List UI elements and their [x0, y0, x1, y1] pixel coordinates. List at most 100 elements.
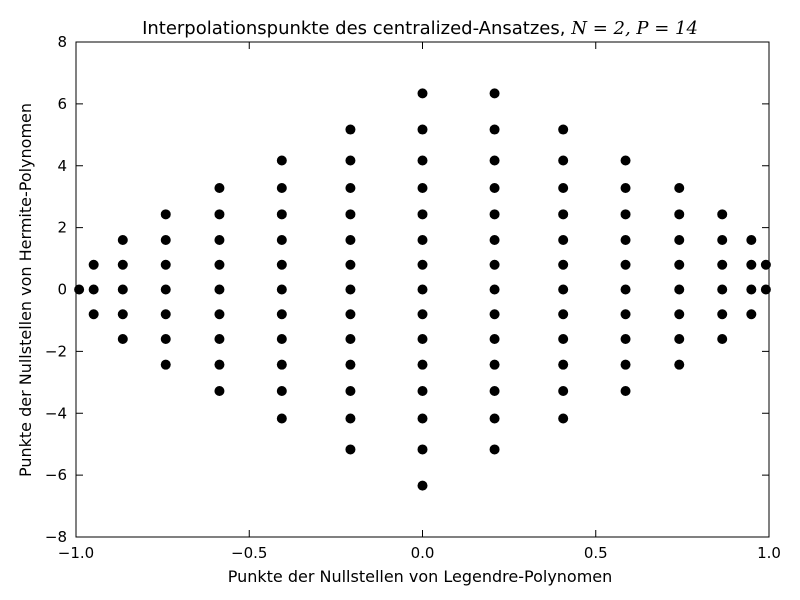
chart-title-math: N = 2, P = 14 — [570, 18, 698, 39]
data-point — [746, 259, 757, 270]
y-axis-label: Punkte der Nullstellen von Hermite-Polyn… — [16, 103, 35, 477]
data-point — [558, 259, 569, 270]
data-point — [117, 235, 128, 245]
data-point — [489, 259, 500, 270]
data-point — [620, 155, 631, 166]
data-point — [214, 385, 225, 396]
data-point — [276, 155, 287, 166]
data-point — [417, 413, 428, 424]
data-point — [558, 309, 569, 320]
x-tick-label: 1.0 — [757, 544, 781, 562]
data-point — [345, 235, 356, 245]
data-point — [214, 235, 225, 245]
x-tick-label: 0.5 — [584, 544, 608, 562]
data-point — [160, 259, 171, 270]
y-tick-label: −8 — [45, 528, 67, 546]
data-point — [88, 284, 99, 295]
data-point — [489, 385, 500, 396]
data-point — [345, 183, 356, 194]
data-point — [558, 209, 569, 220]
y-tick-label: 6 — [57, 95, 67, 113]
data-point — [276, 385, 287, 396]
data-point — [276, 309, 287, 320]
data-point — [417, 259, 428, 270]
data-point — [760, 259, 771, 270]
data-point — [417, 444, 428, 455]
data-point — [717, 284, 728, 295]
data-point — [214, 284, 225, 295]
data-point — [417, 155, 428, 166]
x-tick-label: −1.0 — [58, 544, 94, 562]
chart-title: Interpolationspunkte des centralized-Ans… — [142, 18, 698, 39]
y-tick-label: −6 — [45, 466, 67, 484]
data-point — [276, 209, 287, 220]
data-point — [489, 413, 500, 424]
data-point — [674, 309, 685, 320]
data-point — [489, 183, 500, 194]
data-point — [746, 235, 757, 245]
data-point — [620, 309, 631, 320]
data-point — [276, 359, 287, 370]
data-point — [345, 309, 356, 320]
data-point — [214, 209, 225, 220]
data-point — [117, 334, 128, 344]
data-point — [489, 444, 500, 455]
data-point — [117, 284, 128, 295]
data-point — [489, 334, 500, 344]
data-point — [674, 235, 685, 245]
data-point — [558, 183, 569, 194]
data-point — [276, 413, 287, 424]
y-tick-label: 0 — [57, 281, 67, 299]
data-point — [558, 334, 569, 344]
data-point — [214, 334, 225, 344]
data-point — [674, 209, 685, 220]
data-points — [74, 88, 771, 491]
data-point — [674, 334, 685, 344]
data-point — [620, 284, 631, 295]
data-point — [417, 209, 428, 220]
data-point — [345, 385, 356, 396]
data-point — [760, 284, 771, 295]
data-point — [88, 309, 99, 320]
data-point — [117, 309, 128, 320]
data-point — [417, 183, 428, 194]
data-point — [620, 209, 631, 220]
data-point — [345, 284, 356, 295]
data-point — [276, 183, 287, 194]
data-point — [489, 124, 500, 135]
x-tick-label: 0.0 — [411, 544, 435, 562]
data-point — [276, 259, 287, 270]
data-point — [417, 309, 428, 320]
data-point — [558, 124, 569, 135]
data-point — [489, 88, 500, 99]
axis-ticks — [75, 41, 770, 538]
data-point — [160, 359, 171, 370]
data-point — [417, 124, 428, 135]
data-point — [717, 209, 728, 220]
data-point — [717, 235, 728, 245]
data-point — [160, 209, 171, 220]
data-point — [674, 259, 685, 270]
data-point — [489, 284, 500, 295]
y-tick-label: 8 — [57, 33, 67, 51]
axis-tick-labels: −1.0 −0.5 0.0 0.5 1.0 −8 −6 −4 −2 0 2 4 6 8 — [45, 33, 781, 562]
data-point — [558, 359, 569, 370]
data-point — [489, 155, 500, 166]
data-point — [345, 124, 356, 135]
data-point — [417, 284, 428, 295]
data-point — [160, 235, 171, 245]
data-point — [746, 309, 757, 320]
data-point — [345, 259, 356, 270]
data-point — [276, 235, 287, 245]
data-point — [620, 235, 631, 245]
data-point — [620, 385, 631, 396]
data-point — [620, 259, 631, 270]
data-point — [214, 309, 225, 320]
data-point — [674, 284, 685, 295]
data-point — [276, 284, 287, 295]
data-point — [489, 359, 500, 370]
data-point — [276, 334, 287, 344]
data-point — [345, 334, 356, 344]
data-point — [160, 334, 171, 344]
y-tick-label: −2 — [45, 342, 67, 360]
